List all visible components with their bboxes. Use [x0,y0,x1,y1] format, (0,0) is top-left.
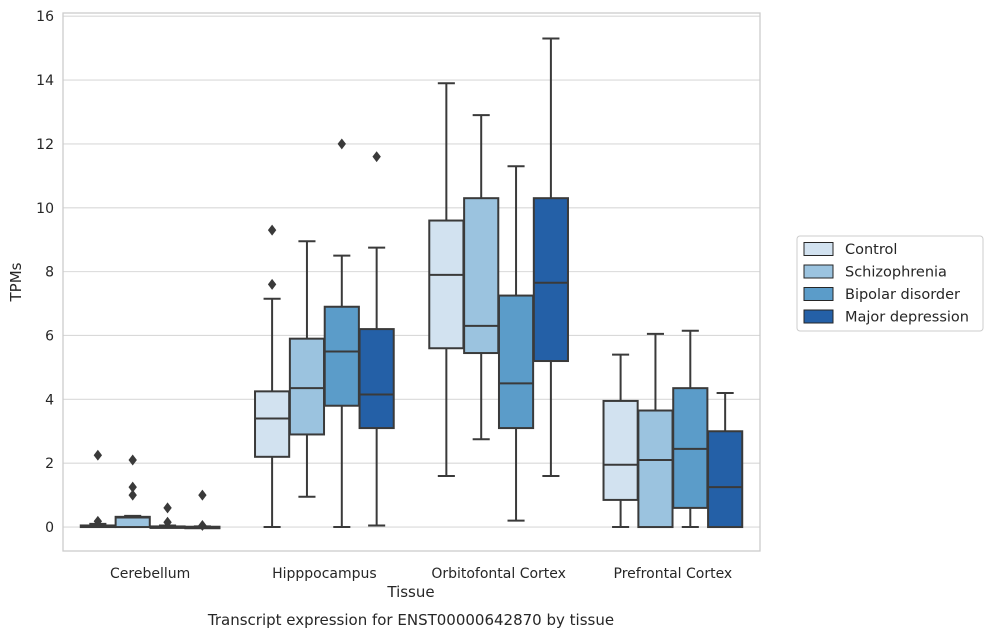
box-bipolar-disorder [672,329,709,529]
box-body [637,409,674,529]
y-tick-label: 16 [36,9,54,25]
y-tick-label: 14 [36,73,54,89]
legend-label: Bipolar disorder [845,287,960,303]
y-tick-labels: 0 2 4 6 8 10 12 14 16 [36,9,54,536]
box-body [254,390,291,458]
outlier-point [93,515,103,527]
box-schizophrenia [288,240,326,498]
legend-swatch [803,287,834,301]
box-body [602,399,639,501]
y-tick-label: 10 [36,201,54,217]
x-tick-label: Cerebellum [110,566,190,582]
box-body [497,294,535,430]
legend-frame [796,235,984,332]
legend-label: Schizophrenia [845,265,947,281]
outlier-point [267,224,277,236]
x-tick-label: Orbitofontal Cortex [431,566,566,582]
y-tick-label: 2 [45,456,54,472]
legend-label: Control [845,242,897,258]
box-control [79,449,116,529]
box-body [532,197,569,363]
box-control [428,82,465,477]
legend: Control Schizophrenia Bipolar disorder Majo… [796,235,984,332]
legend-item: Schizophrenia [803,264,947,281]
box-schizophrenia [463,114,500,441]
plot-frame [62,12,761,552]
outlier-point [163,516,172,528]
box-body [358,328,395,430]
box-schizophrenia [114,454,151,529]
box-bipolar-disorder [149,502,186,529]
x-tick-label: Hipppocampus [272,566,377,582]
legend-swatch [803,242,834,256]
legend-item: Major depression [803,309,969,326]
legend-swatch [803,309,834,324]
x-tick-label: Prefrontal Cortex [614,566,733,582]
outlier-point [267,278,277,290]
x-axis-label: Tissue [386,583,434,601]
box-body [428,219,465,350]
box-layer [79,37,744,531]
box-schizophrenia [637,332,674,529]
box-bipolar-disorder [323,138,360,529]
box-major-depression [532,37,569,477]
y-tick-label: 12 [36,137,54,153]
chart-caption: Transcript expression for ENST0000064287… [207,611,614,629]
box-major-depression [184,489,221,531]
grid-layer [63,15,760,528]
box-control [602,353,639,529]
y-tick-label: 4 [45,392,54,408]
outlier-point [198,519,207,531]
box-major-depression [358,151,395,527]
box-major-depression [707,391,744,529]
outlier-point [128,454,137,466]
outlier-point [93,449,103,461]
legend-item: Bipolar disorder [803,287,960,303]
outlier-point [163,502,172,514]
box-control [254,224,291,529]
box-body [707,430,744,529]
box-bipolar-disorder [497,165,535,522]
outlier-point [128,481,137,493]
outlier-point [128,489,137,501]
y-tick-label: 6 [45,328,54,344]
x-tick-labels: Cerebellum Hipppocampus Orbitofontal Corte… [110,566,732,582]
legend-item: Control [803,242,897,258]
box-body [323,305,360,407]
outlier-point [372,151,381,163]
legend-label: Major depression [845,310,969,326]
y-tick-label: 8 [45,265,54,281]
box-body [288,337,326,436]
y-tick-label: 0 [45,520,54,536]
box-body [463,197,500,355]
y-axis-label: TPMs [7,262,25,302]
outlier-point [198,489,207,501]
outlier-point [337,138,346,150]
legend-swatch [803,264,834,279]
